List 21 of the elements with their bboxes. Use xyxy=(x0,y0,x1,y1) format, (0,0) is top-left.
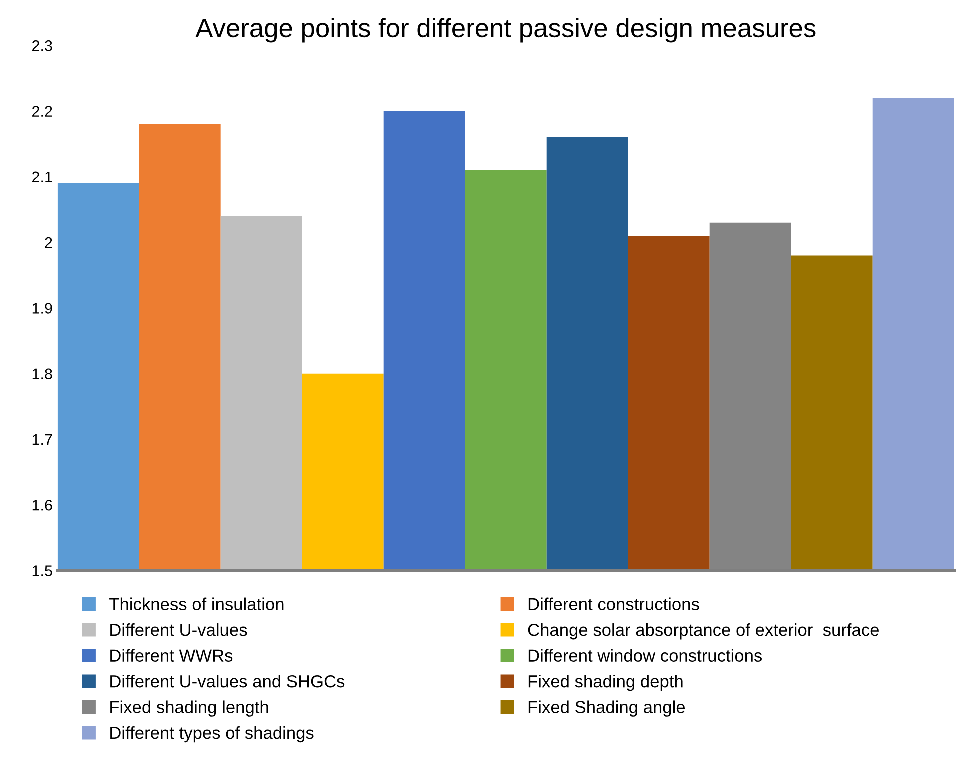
legend-label: Different U-values and SHGCs xyxy=(110,674,345,688)
y-tick-label: 2.1 xyxy=(32,172,52,182)
y-tick-label: 2.2 xyxy=(32,106,52,117)
y-tick-label: 1.6 xyxy=(32,500,52,511)
legend-label: Different U-values xyxy=(110,624,248,636)
legend-label: Different types of shadings xyxy=(110,726,314,743)
y-tick-label: 1.9 xyxy=(32,303,52,314)
y-tick-label: 1.8 xyxy=(32,368,52,380)
y-tick-label: 1.7 xyxy=(32,434,52,446)
y-tick-label: 1.5 xyxy=(32,566,52,576)
legend-label: Different constructions xyxy=(528,598,700,611)
y-tick-label: 2 xyxy=(45,237,52,248)
legend-label: Fixed Shading angle xyxy=(528,700,686,717)
y-tick-label: 2.3 xyxy=(32,40,52,52)
legend-label: Different WWRs xyxy=(110,649,233,662)
chart-title: Average points for different passive design measures xyxy=(196,18,816,43)
legend-label: Change solar absorptance of exterior surface xyxy=(528,624,879,640)
legend-label: Fixed shading length xyxy=(110,700,268,717)
legend-label: Different window constructions xyxy=(528,649,762,662)
legend-label: Fixed shading depth xyxy=(528,674,683,692)
legend-label: Thickness of insulation xyxy=(110,598,284,611)
